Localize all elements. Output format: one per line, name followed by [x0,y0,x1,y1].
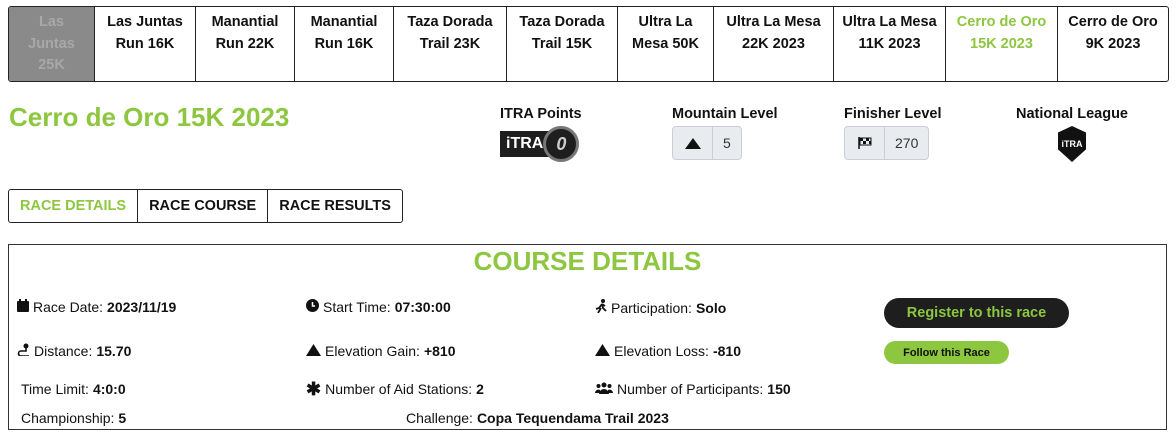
calendar-icon [17,299,29,315]
race-subtabs: RACE DETAILS RACE COURSE RACE RESULTS [8,189,403,223]
aid-stations: ✱ Number of Aid Stations: 2 [306,379,484,399]
race-tab[interactable]: Manantial Run 16K [294,7,393,81]
race-tab[interactable]: Cerro de Oro 15K 2023 [945,7,1057,81]
course-details-heading: COURSE DETAILS [473,246,702,276]
finisher-level: Finisher Level 270 [844,106,942,160]
race-tab[interactable]: Taza Dorada Trail 23K [393,7,506,81]
elevation-loss: Elevation Loss: -810 [595,343,741,359]
race-tab-label: Ultra La Mesa 11K 2023 [842,14,937,52]
itra-points: ITRA Points iTRA 0 [500,106,582,162]
race-tab-label: Cerro de Oro 15K 2023 [956,14,1047,52]
page-title: Cerro de Oro 15K 2023 [9,102,290,132]
itra-points-badge: iTRA 0 [500,126,582,162]
race-tab-label: Manantial Run 22K [211,14,279,52]
participation: Participation: Solo [595,299,726,316]
itra-logo: iTRA [500,131,550,157]
mountain-icon [306,343,321,359]
national-league: National League iTRA [1016,106,1128,162]
checkered-flag-icon [845,127,885,159]
race-tab-label: Cerro de Oro 9K 2023 [1068,14,1158,52]
race-tab-label: Manantial Run 16K [310,14,378,52]
participants: Number of Participants: 150 [595,381,791,397]
mountain-level: Mountain Level 5 [672,106,778,160]
tab-race-details[interactable]: RACE DETAILS [20,198,127,214]
race-tab[interactable]: Manantial Run 22K [195,7,294,81]
itra-shield-logo: iTRA [1058,126,1086,162]
mountain-icon [673,127,713,159]
course-details-panel: COURSE DETAILS Race Date: 2023/11/19 Star… [8,244,1167,430]
start-time: Start Time: 07:30:00 [306,299,451,315]
register-button[interactable]: Register to this race [884,298,1069,328]
race-tab-label: Ultra La Mesa 22K 2023 [726,14,821,52]
asterisk-icon: ✱ [306,379,322,399]
championship: Championship: 5 [21,410,127,426]
race-tab-label: Taza Dorada Trail 15K [519,14,605,52]
mountain-icon [595,343,610,359]
race-tabs: Las Juntas 25K Las Juntas Run 16K Manantia… [8,6,1169,82]
route-icon [17,343,30,359]
race-tab-label: Las Juntas 25K [28,14,75,73]
follow-race-button[interactable]: Follow this Race [884,341,1009,364]
distance: Distance: 15.70 [17,343,131,359]
tab-race-results[interactable]: RACE RESULTS [267,190,402,222]
race-tab[interactable]: Ultra La Mesa 11K 2023 [833,7,945,81]
race-tab[interactable]: Ultra La Mesa 50K [617,7,713,81]
race-tab[interactable]: Taza Dorada Trail 15K [506,7,617,81]
race-tab-label: Taza Dorada Trail 23K [407,14,493,52]
race-tab[interactable]: Cerro de Oro 9K 2023 [1057,7,1168,81]
race-tab-label: Las Juntas Run 16K [107,14,183,52]
time-limit: Time Limit: 4:0:0 [21,381,126,397]
race-date: Race Date: 2023/11/19 [17,299,176,315]
race-tab[interactable]: Ultra La Mesa 22K 2023 [713,7,833,81]
challenge: Challenge: Copa Tequendama Trail 2023 [406,410,669,426]
users-icon [595,381,613,397]
race-tab[interactable]: Las Juntas 25K [9,7,94,81]
running-icon [595,299,607,316]
race-tab-label: Ultra La Mesa 50K [632,14,699,52]
tab-race-course[interactable]: RACE COURSE [137,190,267,222]
race-tab[interactable]: Las Juntas Run 16K [94,7,195,81]
elevation-gain: Elevation Gain: +810 [306,343,456,359]
clock-icon [306,299,319,315]
